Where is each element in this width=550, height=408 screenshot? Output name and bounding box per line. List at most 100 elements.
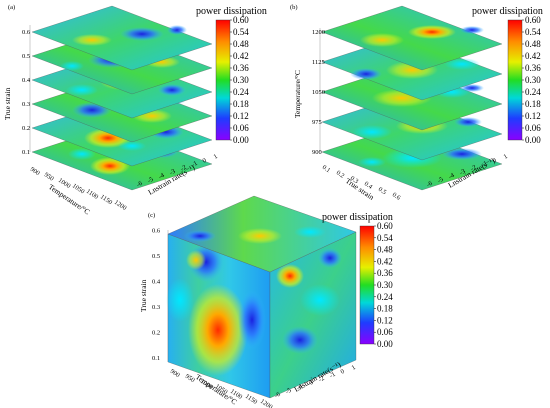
vertical-tick-label: 1200 bbox=[312, 29, 325, 36]
cube-feature bbox=[238, 290, 266, 350]
slice-feature bbox=[120, 27, 164, 41]
colorbar-tick-label: 0.36 bbox=[233, 63, 249, 73]
slice-feature bbox=[460, 84, 484, 92]
colorbar-tick-label: 0.30 bbox=[377, 280, 393, 290]
left-tick-label: 0.6 bbox=[391, 191, 402, 202]
vertical-tick-label: 0.3 bbox=[152, 304, 160, 311]
colorbar-tick-label: 0.06 bbox=[525, 123, 541, 133]
vertical-tick-label: 0.5 bbox=[152, 253, 160, 260]
vertical-axis-label: True strain bbox=[139, 279, 148, 312]
left-tick-label: 1150 bbox=[244, 393, 258, 406]
right-tick-label: 1 bbox=[351, 364, 357, 372]
right-tick-label: -4 bbox=[448, 172, 457, 181]
left-tick-label: 950 bbox=[43, 171, 55, 182]
colorbar-tick-label: 0.36 bbox=[525, 63, 541, 73]
cube-feature bbox=[294, 226, 326, 238]
cube-top-face bbox=[167, 195, 357, 273]
right-tick-label: -3 bbox=[307, 379, 315, 388]
vertical-tick-label: 0.2 bbox=[152, 330, 160, 337]
cube-right-face bbox=[269, 231, 357, 399]
slice-surface bbox=[31, 5, 213, 71]
panel-label: (b) bbox=[290, 4, 298, 11]
right-tick-label: -5 bbox=[147, 176, 155, 185]
right-tick-label: -6 bbox=[136, 180, 145, 189]
colorbar-tick-label: 0.24 bbox=[377, 292, 393, 302]
slice-feature bbox=[360, 33, 404, 47]
slice-feature bbox=[408, 25, 456, 39]
slice-feature bbox=[68, 148, 96, 160]
colorbar-tick-label: 0.60 bbox=[525, 15, 541, 25]
right-tick-label: 0 bbox=[492, 157, 498, 165]
vertical-tick-label: 900 bbox=[312, 149, 322, 156]
colorbar-tick-label: 0.42 bbox=[233, 51, 249, 61]
colorbar-tick-label: 0.48 bbox=[525, 39, 541, 49]
cube-feature bbox=[184, 230, 216, 242]
vertical-tick-label: 0.4 bbox=[152, 279, 161, 286]
vertical-tick-label: 0.4 bbox=[22, 77, 31, 84]
colorbar-tick-label: 0.54 bbox=[525, 27, 541, 37]
colorbar-tick-label: 0.00 bbox=[233, 135, 249, 145]
left-tick-label: 0.4 bbox=[363, 180, 374, 191]
vertical-tick-label: 0.5 bbox=[22, 53, 30, 60]
slice-feature bbox=[350, 68, 382, 80]
colorbar-tick-label: 0.00 bbox=[525, 135, 541, 145]
colorbar-tick-label: 0.60 bbox=[233, 15, 249, 25]
cube-feature bbox=[188, 284, 248, 376]
cube-feature bbox=[282, 326, 318, 354]
right-tick-label: -1 bbox=[329, 371, 337, 380]
cube-feature bbox=[318, 248, 342, 268]
colorbar-tick-label: 0.60 bbox=[377, 221, 393, 231]
right-tick-label: -3 bbox=[169, 168, 177, 177]
left-tick-label: 0.3 bbox=[349, 175, 360, 185]
cube-feature bbox=[276, 264, 304, 288]
slice-feature bbox=[60, 61, 84, 71]
slice-surface bbox=[321, 5, 503, 71]
left-tick-label: 0.1 bbox=[321, 164, 332, 174]
right-tick-label: -2 bbox=[318, 375, 326, 384]
colorbar-title: power dissipation bbox=[322, 212, 393, 223]
panel-b: (b)900975105011251200Temperature/°CTrue … bbox=[290, 4, 543, 202]
colorbar-title: power dissipation bbox=[196, 6, 267, 17]
slice-feature bbox=[444, 58, 480, 70]
colorbar-tick-label: 0.18 bbox=[377, 304, 393, 314]
colorbar-tick-label: 0.00 bbox=[377, 339, 393, 349]
colorbar bbox=[507, 19, 523, 141]
cube-feature bbox=[186, 250, 206, 270]
cube-feature bbox=[238, 228, 282, 244]
vertical-tick-label: 0.3 bbox=[22, 101, 30, 108]
left-tick-label: 1200 bbox=[113, 199, 128, 212]
panel-label: (c) bbox=[148, 212, 155, 219]
colorbar-tick-label: 0.24 bbox=[525, 87, 541, 97]
slice-feature bbox=[158, 84, 186, 96]
right-tick-label: -4 bbox=[296, 383, 305, 392]
vertical-tick-label: 0.2 bbox=[22, 125, 30, 132]
cube-front-face bbox=[166, 233, 271, 399]
slice-4 bbox=[321, 5, 503, 71]
right-tick-label: -5 bbox=[437, 176, 445, 185]
right-tick-label: -2 bbox=[180, 164, 188, 173]
right-tick-label: -6 bbox=[426, 180, 435, 189]
left-tick-label: 900 bbox=[29, 166, 41, 177]
colorbar-tick-label: 0.18 bbox=[525, 99, 541, 109]
colorbar-tick-label: 0.24 bbox=[233, 87, 249, 97]
right-tick-label: -4 bbox=[158, 172, 167, 181]
slice-feature bbox=[352, 125, 392, 139]
slice-feature bbox=[460, 26, 484, 34]
vertical-tick-label: 1125 bbox=[312, 59, 325, 66]
left-tick-label: 1200 bbox=[259, 398, 274, 408]
colorbar-tick-label: 0.48 bbox=[377, 245, 393, 255]
colorbar-tick-label: 0.42 bbox=[525, 51, 541, 61]
slice-5 bbox=[31, 5, 213, 71]
colorbar-tick-label: 0.12 bbox=[525, 111, 541, 121]
right-tick-label: -3 bbox=[459, 168, 467, 177]
colorbar-tick-label: 0.48 bbox=[233, 39, 249, 49]
vertical-axis-label: Temperature/°C bbox=[293, 70, 302, 118]
vertical-tick-label: 1050 bbox=[312, 89, 325, 96]
colorbar bbox=[215, 19, 231, 141]
colorbar bbox=[359, 225, 375, 345]
left-tick-label: 950 bbox=[184, 373, 196, 384]
colorbar-tick-label: 0.18 bbox=[233, 99, 249, 109]
